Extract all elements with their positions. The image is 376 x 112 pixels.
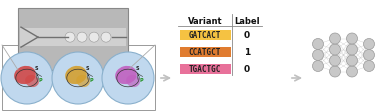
- FancyBboxPatch shape: [179, 30, 230, 40]
- FancyBboxPatch shape: [20, 29, 126, 47]
- Text: Variant: Variant: [188, 16, 222, 25]
- Ellipse shape: [76, 75, 90, 87]
- Ellipse shape: [65, 66, 87, 84]
- Text: GATCACT: GATCACT: [189, 31, 221, 40]
- Text: S: S: [135, 66, 139, 71]
- Circle shape: [347, 66, 358, 77]
- Circle shape: [329, 66, 341, 77]
- Text: P: P: [139, 78, 143, 83]
- Circle shape: [312, 39, 323, 50]
- FancyBboxPatch shape: [179, 47, 230, 57]
- Text: S: S: [34, 66, 38, 71]
- Text: 1: 1: [244, 48, 250, 56]
- Text: 0: 0: [244, 64, 250, 73]
- Ellipse shape: [126, 75, 140, 87]
- Text: CCATGCT: CCATGCT: [189, 48, 221, 56]
- FancyBboxPatch shape: [179, 64, 230, 74]
- FancyBboxPatch shape: [2, 46, 155, 110]
- Circle shape: [364, 50, 374, 61]
- Circle shape: [329, 34, 341, 45]
- Text: TGACTGC: TGACTGC: [189, 64, 221, 73]
- Text: Label: Label: [234, 16, 260, 25]
- FancyBboxPatch shape: [18, 9, 128, 70]
- Circle shape: [77, 33, 87, 43]
- Circle shape: [312, 61, 323, 72]
- Circle shape: [347, 34, 358, 45]
- Text: S: S: [85, 66, 89, 71]
- Text: P: P: [38, 78, 42, 83]
- Ellipse shape: [115, 66, 137, 84]
- Circle shape: [364, 61, 374, 72]
- Circle shape: [347, 45, 358, 56]
- Circle shape: [347, 56, 358, 66]
- Circle shape: [329, 56, 341, 66]
- Circle shape: [364, 39, 374, 50]
- Ellipse shape: [25, 75, 39, 87]
- Circle shape: [102, 53, 154, 104]
- Circle shape: [65, 33, 75, 43]
- Text: P: P: [89, 78, 93, 83]
- Ellipse shape: [14, 66, 36, 84]
- Circle shape: [52, 53, 104, 104]
- Circle shape: [1, 53, 53, 104]
- Circle shape: [89, 33, 99, 43]
- Circle shape: [101, 33, 111, 43]
- Circle shape: [312, 50, 323, 61]
- Circle shape: [329, 45, 341, 56]
- Text: 0: 0: [244, 31, 250, 40]
